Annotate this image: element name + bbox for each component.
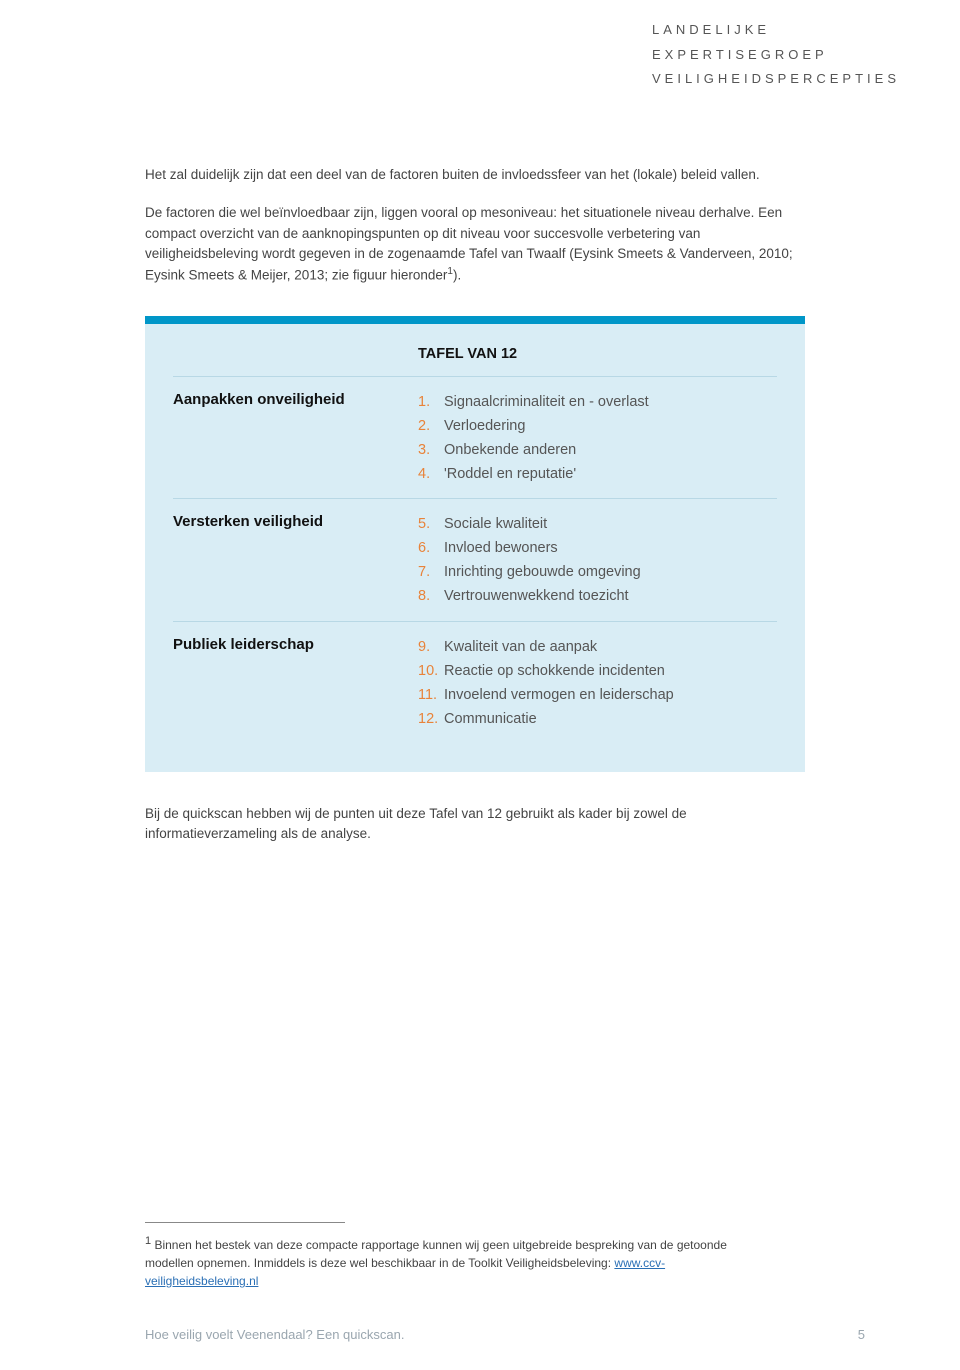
item-num: 10. xyxy=(418,660,444,684)
item-num: 3. xyxy=(418,439,444,463)
item-text: 'Roddel en reputatie' xyxy=(444,466,576,482)
list-item: 10.Reactie op schokkende incidenten xyxy=(418,660,777,684)
item-text: Communicatie xyxy=(444,711,537,727)
list-item: 8.Vertrouwenwekkend toezicht xyxy=(418,585,777,609)
item-num: 5. xyxy=(418,513,444,537)
item-text: Verloedering xyxy=(444,418,525,434)
table-title: TAFEL VAN 12 xyxy=(418,346,777,362)
section-3-items: 9.Kwaliteit van de aanpak 10.Reactie op … xyxy=(418,636,777,732)
item-num: 9. xyxy=(418,636,444,660)
item-text: Kwaliteit van de aanpak xyxy=(444,639,597,655)
item-text: Invoelend vermogen en leiderschap xyxy=(444,687,674,703)
item-text: Vertrouwenwekkend toezicht xyxy=(444,588,629,604)
list-item: 3.Onbekende anderen xyxy=(418,439,777,463)
item-num: 7. xyxy=(418,561,444,585)
footnote-rule xyxy=(145,1222,345,1223)
section-label-2: Versterken veiligheid xyxy=(173,513,418,609)
section-label-3: Publiek leiderschap xyxy=(173,636,418,732)
header-line2: EXPERTISEGROEP xyxy=(652,43,900,68)
paragraph-3: Bij de quickscan hebben wij de punten ui… xyxy=(145,804,805,845)
list-item: 1.Signaalcriminaliteit en - overlast xyxy=(418,391,777,415)
footnote-1: 1 Binnen het bestek van deze compacte ra… xyxy=(145,1233,765,1290)
list-item: 4.'Roddel en reputatie' xyxy=(418,463,777,487)
header-line1: LANDELIJKE xyxy=(652,18,900,43)
paragraph-2: De factoren die wel beïnvloedbaar zijn, … xyxy=(145,203,805,286)
paragraph-2-end: ). xyxy=(453,268,461,283)
list-item: 12.Communicatie xyxy=(418,708,777,732)
item-text: Signaalcriminaliteit en - overlast xyxy=(444,394,649,410)
page-footer: Hoe veilig voelt Veenendaal? Een quicksc… xyxy=(145,1327,865,1342)
section-publiek: Publiek leiderschap 9.Kwaliteit van de a… xyxy=(173,621,777,744)
item-text: Sociale kwaliteit xyxy=(444,516,547,532)
main-content: Het zal duidelijk zijn dat een deel van … xyxy=(145,165,805,844)
section-label-1: Aanpakken onveiligheid xyxy=(173,391,418,487)
list-item: 2.Verloedering xyxy=(418,415,777,439)
tafel-van-12-table: TAFEL VAN 12 Aanpakken onveiligheid 1.Si… xyxy=(145,316,805,772)
header-line3: VEILIGHEIDSPERCEPTIES xyxy=(652,67,900,92)
item-text: Onbekende anderen xyxy=(444,442,576,458)
item-num: 1. xyxy=(418,391,444,415)
list-item: 11.Invoelend vermogen en leiderschap xyxy=(418,684,777,708)
item-text: Invloed bewoners xyxy=(444,540,558,556)
item-num: 2. xyxy=(418,415,444,439)
item-num: 6. xyxy=(418,537,444,561)
header-brand: LANDELIJKE EXPERTISEGROEP VEILIGHEIDSPER… xyxy=(652,18,900,92)
section-1-items: 1.Signaalcriminaliteit en - overlast 2.V… xyxy=(418,391,777,487)
paragraph-1: Het zal duidelijk zijn dat een deel van … xyxy=(145,165,805,185)
page-number: 5 xyxy=(858,1327,865,1342)
list-item: 6.Invloed bewoners xyxy=(418,537,777,561)
list-item: 5.Sociale kwaliteit xyxy=(418,513,777,537)
list-item: 9.Kwaliteit van de aanpak xyxy=(418,636,777,660)
item-num: 8. xyxy=(418,585,444,609)
footer-title: Hoe veilig voelt Veenendaal? Een quicksc… xyxy=(145,1327,404,1342)
table-title-row: TAFEL VAN 12 xyxy=(173,346,777,362)
item-text: Reactie op schokkende incidenten xyxy=(444,663,665,679)
section-2-items: 5.Sociale kwaliteit 6.Invloed bewoners 7… xyxy=(418,513,777,609)
item-num: 12. xyxy=(418,708,444,732)
footnote-area: 1 Binnen het bestek van deze compacte ra… xyxy=(145,1222,765,1290)
section-versterken: Versterken veiligheid 5.Sociale kwalitei… xyxy=(173,498,777,621)
item-text: Inrichting gebouwde omgeving xyxy=(444,564,641,580)
item-num: 11. xyxy=(418,684,444,708)
item-num: 4. xyxy=(418,463,444,487)
paragraph-2-text: De factoren die wel beïnvloedbaar zijn, … xyxy=(145,205,793,282)
section-aanpakken: Aanpakken onveiligheid 1.Signaalcriminal… xyxy=(173,376,777,499)
list-item: 7.Inrichting gebouwde omgeving xyxy=(418,561,777,585)
